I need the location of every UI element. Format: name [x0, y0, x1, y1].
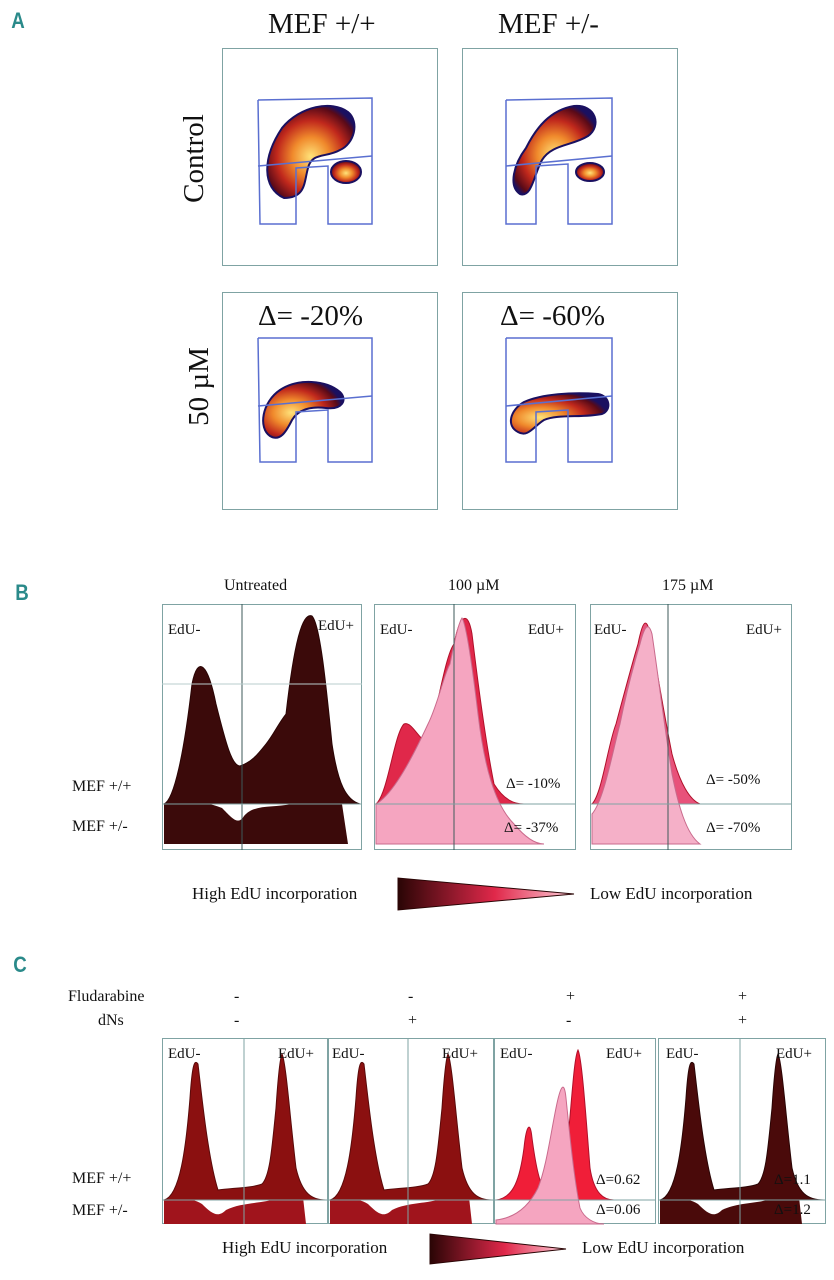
plot-frame	[462, 48, 678, 266]
legend-low-label: Low EdU incorporation	[590, 884, 753, 903]
delta-bottom-c4: Δ=1.2	[774, 1202, 811, 1218]
delta-bottom-175um: Δ= -70%	[706, 820, 761, 836]
histogram-mef-het	[495, 1086, 605, 1225]
histogram-mef-het	[330, 1184, 472, 1224]
density-plot-control-het	[462, 48, 678, 266]
gate-divider	[505, 155, 613, 167]
panel-c-row-label-het: MEF +/-	[72, 1202, 128, 1219]
edu-neg-label: EdU-	[168, 1046, 201, 1062]
histogram-100um	[374, 604, 576, 850]
panel-a-delta-wt: Δ= -20%	[258, 300, 364, 332]
edu-pos-label: EdU+	[442, 1046, 478, 1062]
density-blob-main	[266, 104, 356, 200]
panel-a-letter: A	[11, 8, 25, 33]
panel-a-col-title-wt: MEF +/+	[268, 8, 376, 40]
panel-c-letter: C	[13, 952, 27, 977]
density-plot-control-wt	[222, 48, 438, 266]
edu-pos-label: EdU+	[528, 622, 564, 638]
edu-neg-label: EdU-	[666, 1046, 699, 1062]
dns-label: dNs	[98, 1012, 124, 1029]
fludarabine-value-4: +	[738, 988, 748, 1005]
fludarabine-value-1: -	[234, 988, 240, 1005]
edu-pos-label: EdU+	[318, 618, 354, 634]
delta-top-175um: Δ= -50%	[706, 772, 761, 788]
density-blob-g2	[330, 160, 362, 184]
delta-top-100um: Δ= -10%	[506, 776, 561, 792]
gate-polygon	[505, 337, 613, 463]
panel-a-row-label-control: Control	[177, 114, 210, 203]
density-blob-g2	[575, 162, 605, 182]
histogram-mef-wt	[659, 1052, 825, 1201]
dns-value-2: +	[408, 1012, 418, 1029]
edu-neg-label: EdU-	[168, 622, 201, 638]
edu-neg-label: EdU-	[500, 1046, 533, 1062]
gate-divider	[257, 155, 373, 167]
histogram-mef-het	[164, 794, 348, 844]
histogram-mef-wt	[163, 1052, 327, 1201]
edu-neg-label: EdU-	[594, 622, 627, 638]
gate-polygon	[257, 97, 373, 225]
density-plot-50um-wt	[222, 292, 438, 510]
dns-value-1: -	[234, 1012, 240, 1029]
histogram-mef-wt	[163, 615, 361, 805]
edu-pos-label: EdU+	[746, 622, 782, 638]
fludarabine-label: Fludarabine	[68, 988, 145, 1005]
panel-c-row-label-wt: MEF +/+	[72, 1170, 132, 1187]
panel-a-col-title-het: MEF +/-	[498, 8, 599, 40]
histogram-175um	[590, 604, 792, 850]
delta-top-c4: Δ=1.1	[774, 1172, 811, 1188]
histogram-mef-het	[660, 1184, 802, 1224]
plot-frame	[222, 48, 438, 266]
dns-value-3: -	[566, 1012, 572, 1029]
histogram-c-2	[328, 1038, 494, 1224]
gate-polygon	[505, 97, 613, 225]
panel-b-title-untreated: Untreated	[224, 577, 288, 594]
delta-bottom-c3: Δ=0.06	[596, 1202, 641, 1218]
dns-value-4: +	[738, 1012, 748, 1029]
gate-polygon	[257, 337, 373, 463]
panel-a-delta-het: Δ= -60%	[500, 300, 606, 332]
histogram-untreated	[162, 604, 362, 850]
legend-low-label: Low EdU incorporation	[582, 1238, 745, 1257]
legend-high-label: High EdU incorporation	[192, 884, 358, 903]
histogram-mef-het	[591, 626, 702, 845]
legend-gradient-wedge	[397, 877, 575, 911]
density-blob-main	[262, 380, 345, 439]
legend-gradient-wedge	[429, 1233, 567, 1265]
edu-pos-label: EdU+	[606, 1046, 642, 1062]
edu-pos-label: EdU+	[278, 1046, 314, 1062]
edu-pos-label: EdU+	[776, 1046, 812, 1062]
gate-divider	[257, 395, 373, 407]
panel-b-row-label-het: MEF +/-	[72, 818, 128, 835]
panel-b-title-175um: 175 µM	[662, 577, 714, 594]
histogram-mef-het	[164, 1184, 306, 1224]
density-plot-50um-het	[462, 292, 678, 510]
edu-neg-label: EdU-	[332, 1046, 365, 1062]
fludarabine-value-3: +	[566, 988, 576, 1005]
histogram-c-3	[494, 1038, 656, 1225]
delta-bottom-100um: Δ= -37%	[504, 820, 559, 836]
fludarabine-value-2: -	[408, 988, 414, 1005]
panel-b-title-100um: 100 µM	[448, 577, 500, 594]
delta-top-c3: Δ=0.62	[596, 1172, 641, 1188]
panel-b-letter: B	[15, 580, 29, 605]
panel-b-row-label-wt: MEF +/+	[72, 778, 132, 795]
panel-a-row-label-50um: 50 µM	[182, 347, 215, 426]
gate-divider	[505, 395, 613, 407]
histogram-c-4	[658, 1038, 826, 1224]
legend-high-label: High EdU incorporation	[222, 1238, 388, 1257]
histogram-c-1	[162, 1038, 328, 1224]
histogram-mef-het	[375, 617, 545, 845]
edu-neg-label: EdU-	[380, 622, 413, 638]
histogram-mef-wt	[329, 1052, 493, 1201]
